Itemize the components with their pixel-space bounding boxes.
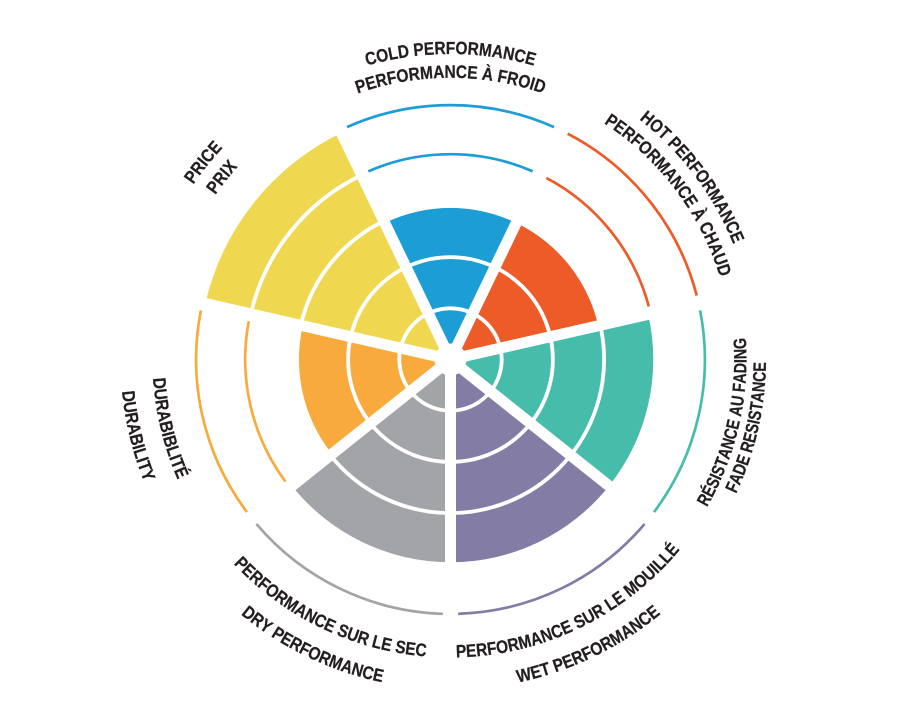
svg-text:C: C [455,62,467,83]
svg-text:R: R [121,411,143,426]
svg-text:P: P [412,39,424,60]
svg-text:I: I [165,452,186,463]
svg-text:U: U [727,394,748,407]
svg-text:N: N [731,349,751,360]
svg-text:A: A [491,41,505,63]
svg-text:E: E [723,418,745,432]
svg-text:A: A [433,62,445,83]
svg-text:C: C [360,662,376,685]
svg-text:D: D [396,41,410,63]
svg-text:E: E [465,640,477,661]
svg-text:U: U [119,400,141,414]
svg-text:A: A [730,372,751,384]
svg-text:D: D [149,377,170,390]
svg-text:D: D [731,362,751,373]
svg-text:À: À [481,63,495,85]
svg-text:I: I [128,442,149,452]
svg-text:S: S [394,636,408,658]
svg-text:I: I [527,73,537,94]
svg-text:A: A [748,391,769,404]
svg-text:E: E [750,362,770,372]
svg-text:O: O [516,70,533,93]
svg-text:O: O [395,65,410,87]
svg-text:L: L [386,43,399,65]
svg-text:O: O [494,636,509,658]
svg-text:I: I [706,471,726,483]
svg-text:R: R [506,634,521,656]
svg-text:U: U [150,388,172,402]
svg-text:C: C [414,639,427,660]
svg-text:E: E [467,62,479,83]
svg-text:G: G [730,337,750,349]
svg-text:C: C [363,47,379,70]
svg-text:F: F [446,38,455,58]
svg-text:R: R [467,38,480,59]
svg-text:O: O [455,38,468,59]
svg-text:I: I [744,418,764,426]
svg-text:R: R [475,639,488,660]
svg-text:A: A [726,404,747,418]
svg-text:E: E [404,638,417,660]
svg-text:R: R [434,38,446,59]
svg-text:R: R [374,69,390,91]
svg-text:E: E [371,664,386,686]
svg-text:D: D [118,390,140,403]
svg-text:R: R [151,398,173,412]
svg-text:C: C [750,371,770,383]
svg-text:T: T [746,401,767,413]
svg-text:M: M [516,631,534,654]
svg-text:B: B [155,419,177,435]
svg-text:I: I [731,359,751,363]
svg-text:S: S [745,409,766,422]
svg-text:N: N [749,381,770,393]
svg-text:W: W [515,664,534,687]
svg-text:E: E [379,633,394,655]
svg-text:M: M [419,62,434,83]
svg-text:C: C [512,45,527,67]
svg-text:F: F [385,67,398,89]
svg-text:N: N [501,43,516,65]
svg-text:A: A [123,421,145,436]
svg-text:F: F [496,66,509,88]
svg-text:R: R [505,68,520,90]
svg-text:M: M [478,39,493,61]
svg-text:N: N [444,62,455,82]
svg-text:P: P [456,641,467,662]
svg-text:F: F [486,638,498,660]
svg-text:F: F [729,382,750,393]
svg-text:I: I [132,455,153,465]
svg-text:S: S [742,421,764,435]
svg-text:O: O [374,44,390,67]
svg-text:B: B [125,432,147,448]
svg-text:R: R [407,63,421,85]
svg-text:E: E [423,38,435,59]
svg-text:A: A [153,408,175,423]
svg-text:I: I [158,429,179,438]
